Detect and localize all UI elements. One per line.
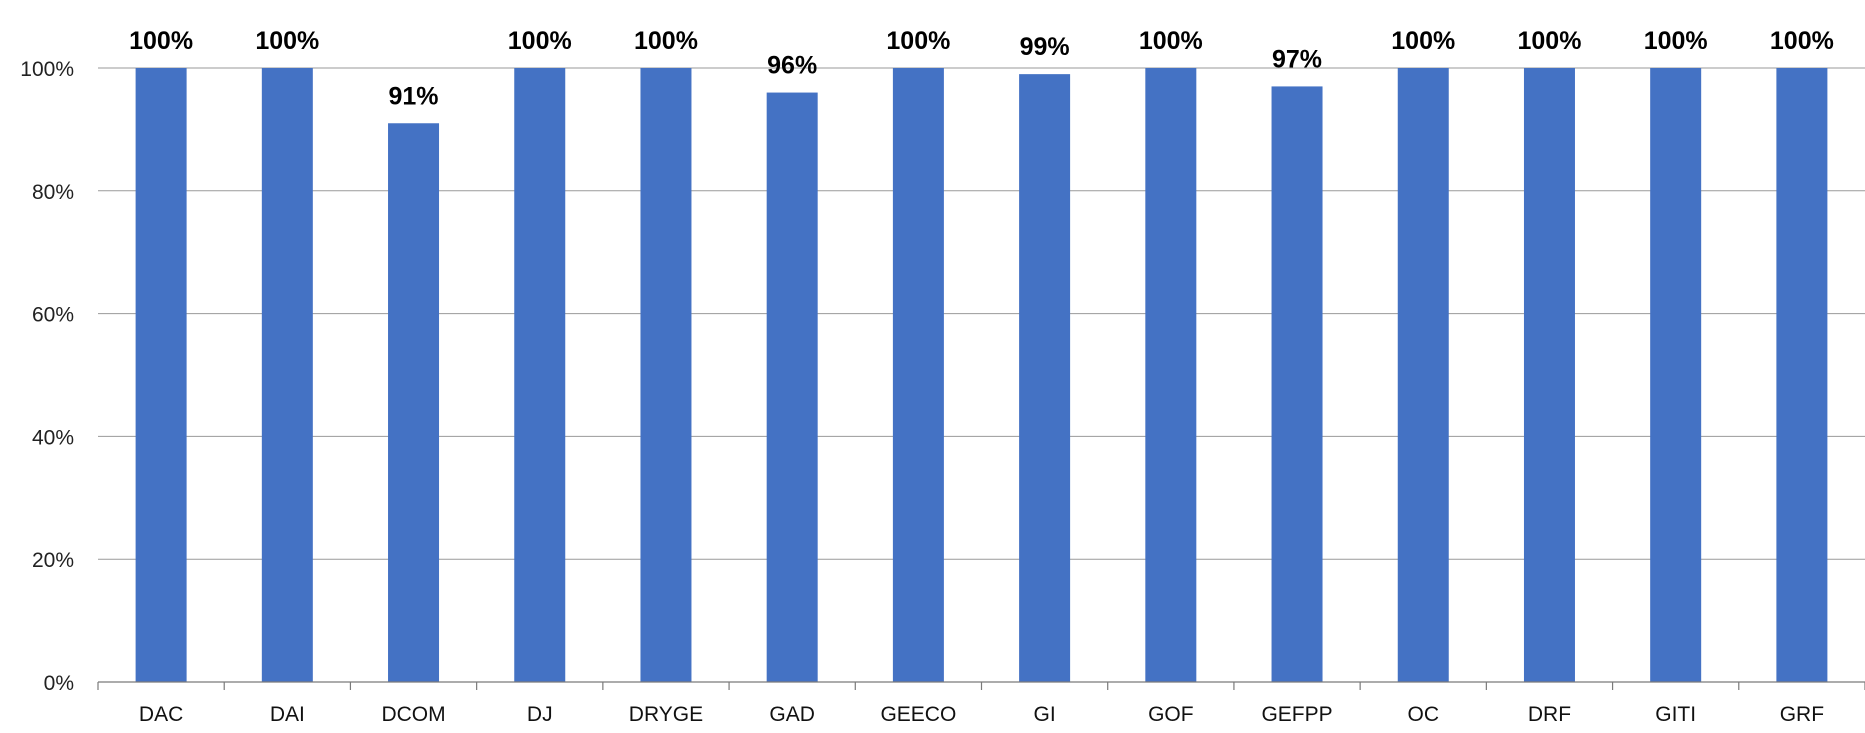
bar-gi: [1019, 74, 1071, 682]
x-tick-label: DCOM: [381, 703, 445, 726]
data-label: 96%: [767, 52, 817, 80]
bars: [135, 68, 1828, 683]
x-tick-label: GAD: [769, 703, 815, 726]
x-axis: [97, 681, 1865, 690]
x-tick-label: DJ: [527, 703, 553, 726]
bar-grf: [1776, 68, 1828, 682]
data-label: 100%: [1770, 27, 1834, 55]
x-tick-label: GI: [1034, 703, 1056, 726]
x-tick-label: GOF: [1148, 703, 1194, 726]
bar-dac: [135, 68, 187, 682]
y-tick-label: 40%: [32, 426, 74, 449]
data-label: 100%: [1391, 27, 1455, 55]
x-tick-label: GRF: [1780, 703, 1824, 726]
data-label: 100%: [1644, 27, 1708, 55]
y-tick-label: 100%: [20, 58, 74, 81]
x-tick-label: DAC: [139, 703, 183, 726]
data-label: 100%: [1139, 27, 1203, 55]
data-label: 99%: [1020, 33, 1070, 61]
bar-giti: [1650, 68, 1702, 682]
y-tick-label: 80%: [32, 181, 74, 204]
bar-geeco: [892, 68, 944, 682]
data-label: 91%: [389, 82, 439, 110]
bar-dcom: [388, 123, 440, 682]
bar-gof: [1145, 68, 1197, 682]
x-tick-label: OC: [1408, 703, 1440, 726]
gridlines: [98, 67, 1865, 560]
y-tick-label: 60%: [32, 304, 74, 327]
data-label: 100%: [886, 27, 950, 55]
bar-dryge: [640, 68, 692, 682]
bar-oc: [1397, 68, 1449, 682]
x-tick-label: DRF: [1528, 703, 1571, 726]
bar-drf: [1523, 68, 1575, 682]
bar-dai: [261, 68, 313, 682]
x-tick-label: GEFPP: [1261, 703, 1332, 726]
y-tick-label: 0%: [44, 672, 74, 695]
y-tick-label: 20%: [32, 549, 74, 572]
x-tick-label: DRYGE: [629, 703, 703, 726]
bar-gefpp: [1271, 86, 1323, 683]
data-label: 100%: [1517, 27, 1581, 55]
data-label: 100%: [129, 27, 193, 55]
x-tick-label: GEECO: [880, 703, 956, 726]
data-label: 100%: [255, 27, 319, 55]
x-tick-label: DAI: [270, 703, 305, 726]
bar-gad: [766, 92, 818, 682]
x-tick-label: GITI: [1655, 703, 1696, 726]
data-label: 100%: [508, 27, 572, 55]
data-label: 97%: [1272, 45, 1322, 73]
bar-dj: [514, 68, 566, 682]
y-axis-tick-labels: 0% 20% 40% 60% 80% 100%: [20, 58, 74, 695]
data-labels: 100% 100% 91% 100% 100% 96% 100% 99% 100% 97% 100%…: [129, 27, 1834, 110]
x-axis-tick-labels: DAC DAI DCOM DJ DRYGE GAD GEECO GI GOF GEFPP OC DRF…: [139, 703, 1824, 726]
data-label: 100%: [634, 27, 698, 55]
